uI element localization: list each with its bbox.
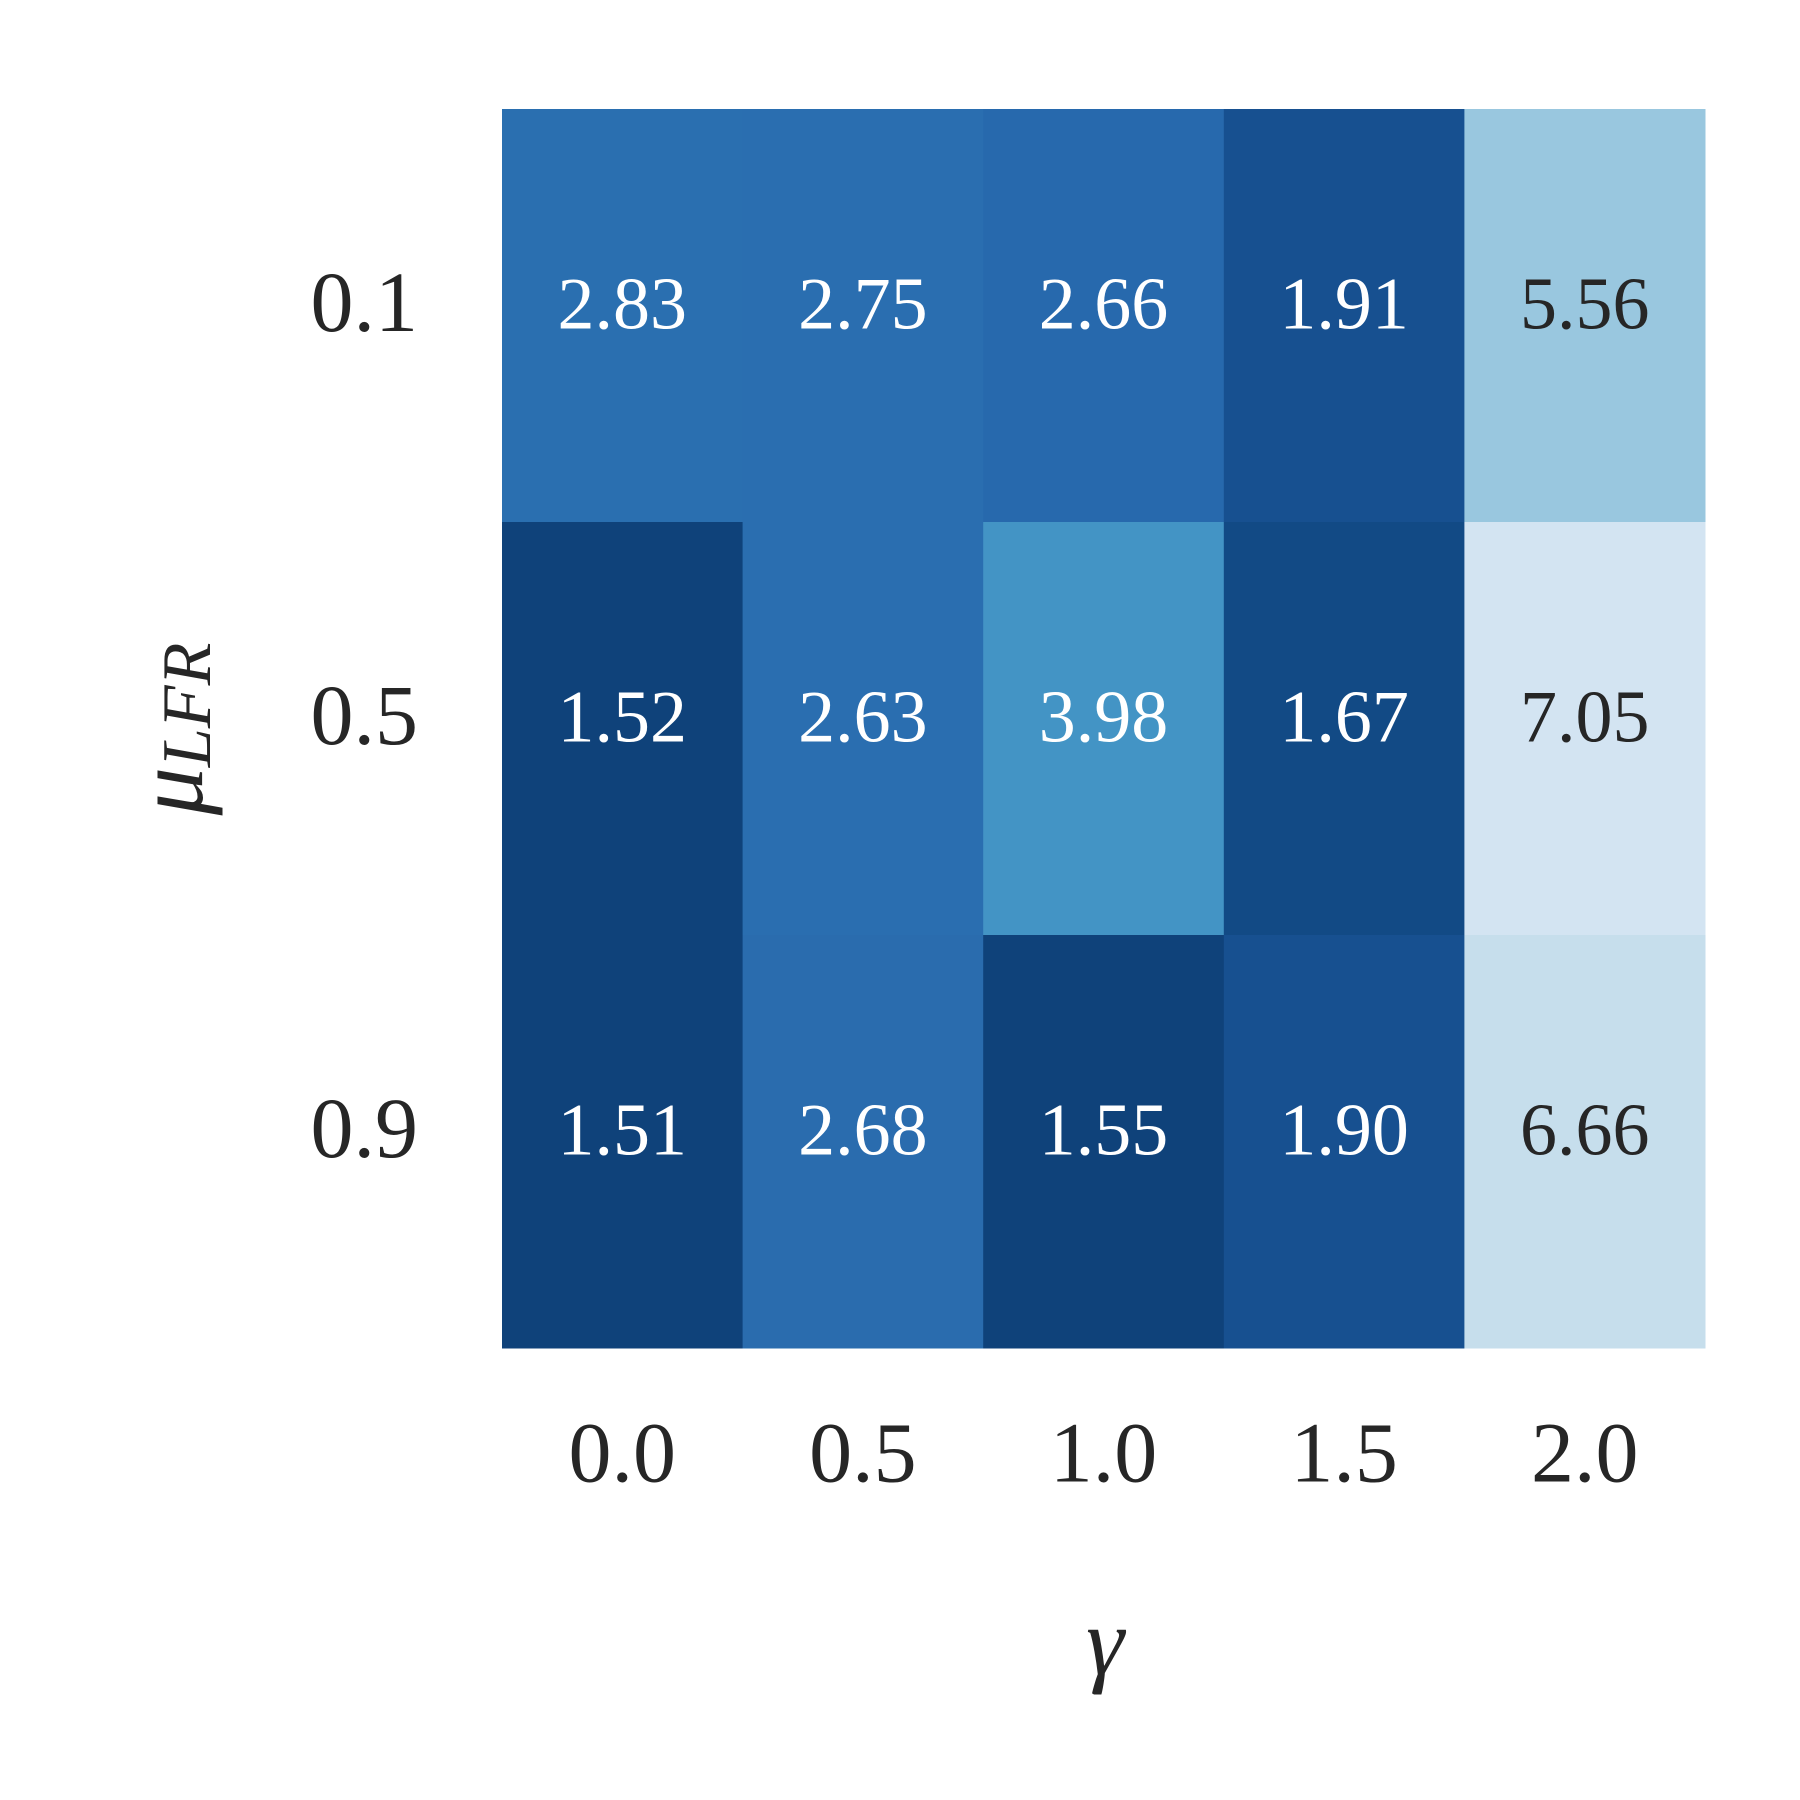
cell-label: 5.56: [1520, 263, 1650, 345]
cell-label: 1.52: [558, 676, 688, 758]
cell-label: 2.63: [798, 676, 928, 758]
x-axis-label: γ: [1086, 1588, 1126, 1695]
heatmap-cell: [502, 109, 744, 523]
cell-label: 1.91: [1279, 263, 1409, 345]
heatmap-cell: [1223, 935, 1465, 1349]
cell-label: 1.51: [558, 1089, 688, 1171]
heatmap-cell: [502, 935, 744, 1349]
heatmap-cell: [983, 935, 1225, 1349]
heatmap-cell: [1223, 109, 1465, 523]
heatmap-cell: [1464, 109, 1706, 523]
cell-label: 6.66: [1520, 1089, 1650, 1171]
cell-label: 1.90: [1279, 1089, 1409, 1171]
x-tick-label: 0.5: [809, 1405, 917, 1501]
cell-label: 2.66: [1039, 263, 1169, 345]
y-tick-label: 0.5: [311, 667, 419, 763]
heatmap-cell: [742, 935, 984, 1349]
y-tick-label: 0.9: [311, 1080, 419, 1176]
heatmap-cell: [1464, 522, 1706, 936]
heatmap-cell: [983, 522, 1225, 936]
cell-label: 7.05: [1520, 676, 1650, 758]
cell-label: 2.75: [798, 263, 928, 345]
heatmap-cell: [502, 522, 744, 936]
x-tick-label: 1.0: [1050, 1405, 1158, 1501]
x-tick-label: 2.0: [1531, 1405, 1639, 1501]
cell-label: 3.98: [1039, 676, 1169, 758]
heatmap-cell: [742, 522, 984, 936]
heatmap-cell: [983, 109, 1225, 523]
cell-label: 1.55: [1039, 1089, 1169, 1171]
y-axis-label: μLFR: [116, 643, 226, 817]
heatmap-cell: [1464, 935, 1706, 1349]
cell-label: 2.83: [558, 263, 688, 345]
heatmap-cell: [742, 109, 984, 523]
heatmap-cell: [1223, 522, 1465, 936]
cell-label: 1.67: [1279, 676, 1409, 758]
x-tick-label: 0.0: [569, 1405, 677, 1501]
y-axis-label-subscript: LFR: [149, 643, 226, 768]
y-axis-label-symbol: μ: [116, 767, 223, 816]
x-tick-label: 1.5: [1290, 1405, 1398, 1501]
cell-label: 2.68: [798, 1089, 928, 1171]
y-tick-label: 0.1: [311, 254, 419, 350]
